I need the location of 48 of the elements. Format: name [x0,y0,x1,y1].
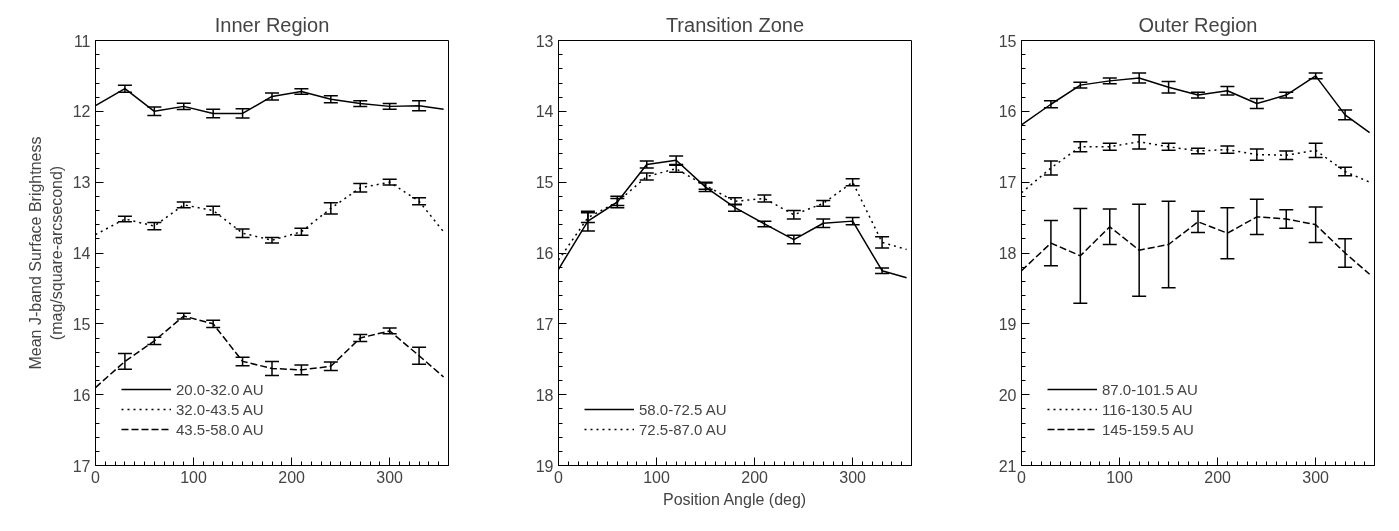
y-tick-label: 21 [998,457,1017,475]
x-axis-title: Position Angle (deg) [662,490,807,508]
y-tick-label: 15 [72,315,91,333]
x-tick-label: 300 [839,468,867,486]
y-tick-label: 12 [72,103,91,121]
x-tick-label: 100 [643,468,670,486]
line-series [95,181,445,241]
y-tick-label: 18 [535,386,554,404]
y-tick-label: 17 [72,457,91,475]
y-tick-label: 16 [998,103,1017,121]
legend-label: 145-159.5 AU [1102,420,1194,438]
y-tick-label: 14 [535,103,554,121]
x-tick-label: 200 [741,468,769,486]
y-tick-label: 11 [73,32,91,50]
chart-title: Transition Zone [665,13,805,36]
legend-label: 20.0-32.0 AU [176,380,264,398]
y-tick-label: 15 [998,32,1017,50]
x-tick-label: 300 [376,468,404,486]
line-series [95,87,445,115]
x-tick-label: 0 [1017,468,1027,486]
y-tick-label: 19 [998,315,1017,333]
legend-label: 32.0-43.5 AU [176,400,264,418]
x-tick-label: 100 [1106,468,1133,486]
legend-label: 87.0-101.5 AU [1102,380,1198,398]
y-tick-label: 16 [535,245,554,262]
legend-label: 58.0-72.5 AU [639,400,727,418]
y-tick-label: 19 [535,457,554,475]
chart-title: Outer Region [1138,13,1258,36]
x-tick-label: 0 [91,468,101,486]
y-tick-label: 14 [72,245,91,262]
y-tick-label: 17 [535,315,554,333]
x-tick-label: 0 [554,468,564,486]
legend-label: 43.5-58.0 AU [176,420,264,438]
y-tick-label: 15 [535,174,554,192]
x-tick-label: 200 [278,468,306,486]
x-tick-label: 200 [1204,468,1232,486]
x-tick-label: 300 [1302,468,1330,486]
legend-label: 116-130.5 AU [1102,400,1193,418]
legend-label: 72.5-87.0 AU [639,420,727,438]
y-tick-label: 13 [72,174,91,192]
chart-title: Inner Region [214,13,330,36]
y-tick-label: 17 [998,174,1017,192]
y-tick-label: 13 [535,32,554,50]
y-axis-title: Mean J-band Surface Brightness (mag/square-arcsecond) [27,136,65,370]
y-tick-label: 18 [998,245,1017,262]
y-tick-label: 16 [72,386,91,404]
y-tick-label: 20 [998,386,1017,404]
x-tick-label: 100 [180,468,207,486]
